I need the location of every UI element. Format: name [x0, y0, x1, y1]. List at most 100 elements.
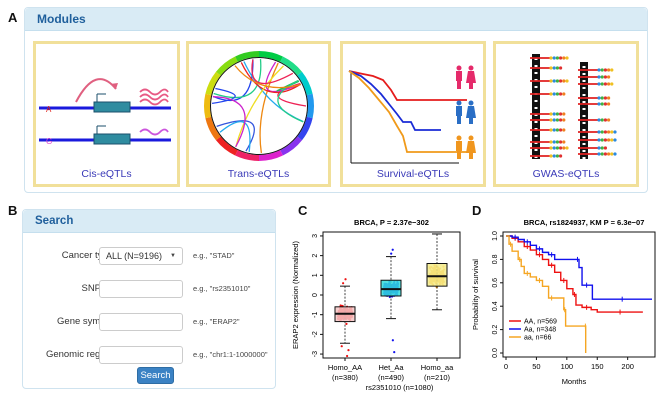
module-card-cis-eqtls[interactable]: A G Cis-eQTLs: [33, 41, 180, 187]
gwas-bead: [552, 56, 556, 60]
chromosome-band: [582, 157, 586, 159]
y-tick-label: 1.0: [492, 231, 499, 241]
gwas-bead: [607, 75, 611, 79]
circos-segment: [280, 136, 303, 156]
gwas-bead: [603, 75, 607, 79]
gene-symbol-row: Gene symbol e.g., "ERAP2": [23, 313, 275, 333]
gwas-bead: [597, 68, 601, 72]
y-tick-label: 0.6: [492, 278, 499, 288]
y-axis-label: Probability of survival: [471, 259, 480, 330]
x-count-label: (n=490): [378, 373, 405, 382]
gwas-bead: [607, 102, 611, 106]
gwas-bead: [549, 128, 553, 132]
modules-panel-title: Modules: [25, 8, 647, 31]
gwas-bead: [552, 112, 556, 116]
gwas-bead: [549, 66, 553, 70]
x-tick-label: 50: [532, 362, 540, 371]
gwas-bead: [610, 82, 614, 86]
chromosome-band: [534, 156, 538, 158]
gwas-bead: [603, 82, 607, 86]
gwas-bead: [610, 68, 614, 72]
x-tick-label: Homo_AA: [328, 363, 362, 372]
snp-id-row: SNP ID e.g., "rs2351010": [23, 280, 275, 300]
x-tick-label: 0: [504, 362, 508, 371]
chromosome-band: [534, 128, 538, 130]
gwas-bead: [600, 102, 604, 106]
x-tick-label: 100: [561, 362, 574, 371]
legend-label: Aa, n=348: [524, 327, 556, 334]
gwas-bead: [555, 66, 559, 70]
cancer-type-label: Cancer type: [61, 250, 113, 261]
gwas-bead: [597, 152, 601, 156]
chromosome-band: [534, 149, 538, 151]
gwas-bead: [603, 130, 607, 134]
chromosome-band: [582, 108, 586, 110]
circos-segment: [205, 116, 221, 141]
circos-segment: [205, 71, 221, 96]
gwas-bead: [607, 68, 611, 72]
allele-a-label: A: [46, 105, 52, 114]
genomic-region-hint: e.g., "chr1:1-1000000": [193, 350, 268, 359]
cancer-type-hint: e.g., "STAD": [193, 251, 235, 260]
search-panel: Search Cancer type ALL (N=9196) ▼ e.g., …: [22, 209, 276, 389]
module-label-cis: Cis-eQTLs: [81, 168, 132, 180]
gwas-bead: [562, 128, 566, 132]
gwas-bead: [607, 152, 611, 156]
chromosome-band: [582, 115, 586, 117]
gwas-bead: [555, 128, 559, 132]
legend-label: AA, n=569: [524, 319, 557, 326]
gwas-bead: [610, 152, 614, 156]
x-tick-label: Homo_aa: [421, 363, 454, 372]
circos-segment: [235, 150, 260, 161]
cancer-type-select[interactable]: ALL (N=9196) ▼: [99, 247, 183, 265]
data-point: [345, 322, 348, 326]
gwas-bead: [549, 118, 553, 122]
gwas-bead: [597, 82, 601, 86]
outlier-point: [391, 248, 394, 251]
gwas-bead: [603, 102, 607, 106]
snp-id-input[interactable]: [99, 280, 183, 298]
gwas-bead: [600, 75, 604, 79]
panel-d-letter: D: [472, 203, 482, 218]
gwas-bead: [555, 56, 559, 60]
panel-c-letter: C: [298, 203, 308, 218]
gwas-bead: [559, 92, 563, 96]
box: [426, 263, 448, 287]
genomic-region-input[interactable]: [99, 346, 183, 364]
circos-inner-ring: [210, 57, 308, 155]
panel-a-letter: A: [8, 10, 18, 25]
module-card-gwas-eqtls[interactable]: GWAS-eQTLs: [493, 41, 639, 187]
gene-symbol-input[interactable]: [99, 313, 183, 331]
gwas-bead: [549, 92, 553, 96]
gwas-bead: [600, 138, 604, 142]
snp-id-label: SNP ID: [81, 283, 113, 294]
gwas-bead: [552, 92, 556, 96]
gwas-bead: [552, 66, 556, 70]
gwas-bead: [607, 82, 611, 86]
x-count-label: (n=210): [424, 373, 451, 382]
gwas-bead: [603, 146, 607, 150]
circos-segment: [306, 93, 314, 119]
search-panel-title: Search: [23, 210, 275, 233]
y-tick-label: 3: [312, 234, 319, 238]
circos-segment: [280, 56, 303, 76]
circos-segment: [297, 116, 313, 141]
gwas-bead: [597, 118, 601, 122]
search-button[interactable]: Search: [137, 367, 174, 384]
chromosome-ideogram-icon: [530, 54, 617, 159]
gwas-bead: [559, 56, 563, 60]
gwas-bead: [555, 118, 559, 122]
gwas-bead: [600, 130, 604, 134]
module-card-trans-eqtls[interactable]: Trans-eQTLs: [186, 41, 331, 187]
chromosome-band: [534, 142, 538, 144]
y-tick-label: 0.4: [492, 301, 499, 311]
chromosome-band: [582, 143, 586, 145]
chart-d-frame: [502, 231, 656, 358]
chromosome-band: [534, 86, 538, 88]
legend-label: aa, n=66: [524, 335, 552, 342]
gwas-bead: [600, 118, 604, 122]
outlier-point: [390, 252, 393, 255]
gwas-bead: [555, 140, 559, 144]
module-card-survival-eqtls[interactable]: Survival-eQTLs: [340, 41, 486, 187]
x-tick-label: Het_Aa: [378, 363, 404, 372]
